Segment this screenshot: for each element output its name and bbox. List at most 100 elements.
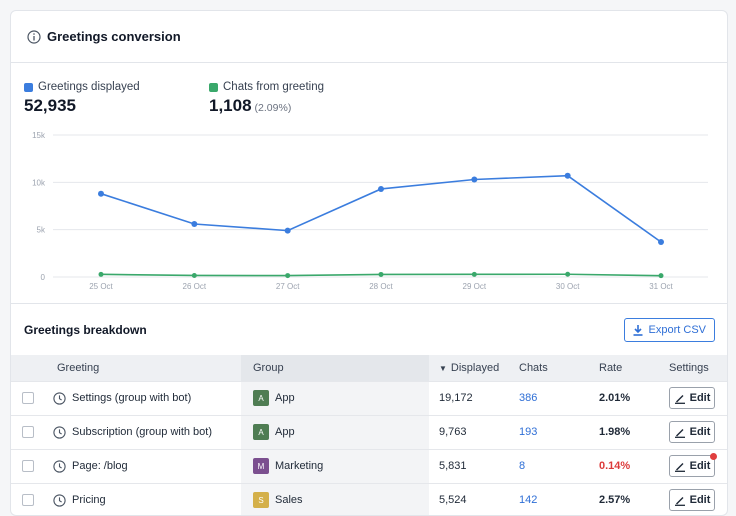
conversion-chart: 0 5k 10k 15k 25 Oct 26 Oct 27 Oct 28 Oct 29 Oct 3… bbox=[32, 131, 708, 291]
greeting-name[interactable]: Page: /blog bbox=[72, 460, 128, 472]
conversion-header: Greetings conversion bbox=[11, 11, 727, 63]
edit-button[interactable]: Edit bbox=[669, 387, 715, 409]
table-row: Subscription (group with bot) A App 9,763 19… bbox=[11, 414, 727, 449]
displayed-count: 5,524 bbox=[429, 482, 509, 515]
x-tick-label: 25 Oct bbox=[89, 282, 113, 291]
download-icon bbox=[633, 324, 643, 336]
data-point bbox=[284, 227, 291, 234]
row-checkbox[interactable] bbox=[22, 460, 34, 472]
chats-swatch bbox=[209, 82, 218, 92]
displayed-value: 52,935 bbox=[24, 96, 76, 115]
chats-percent: (2.09%) bbox=[254, 102, 292, 114]
column-greeting[interactable]: Greeting bbox=[53, 355, 241, 381]
group-name: App bbox=[275, 426, 295, 438]
chats-link[interactable]: 193 bbox=[519, 426, 538, 438]
edit-label: Edit bbox=[689, 392, 711, 404]
greetings-card: Greetings conversion Greetings displayed… bbox=[10, 10, 728, 516]
pencil-icon bbox=[674, 497, 685, 507]
group-name: App bbox=[275, 392, 295, 404]
group-badge: M bbox=[253, 458, 269, 474]
data-point bbox=[98, 190, 104, 197]
column-displayed[interactable]: ▼ Displayed bbox=[429, 355, 509, 381]
data-point bbox=[564, 172, 571, 179]
notification-dot bbox=[710, 453, 717, 460]
chart-legend: Greetings displayed 52,935 Chats from gr… bbox=[24, 81, 324, 116]
displayed-count: 19,172 bbox=[429, 380, 509, 415]
legend-displayed: Greetings displayed 52,935 bbox=[24, 81, 140, 116]
edit-label: Edit bbox=[689, 494, 711, 507]
clock-icon bbox=[53, 391, 66, 405]
column-settings: Settings bbox=[669, 355, 727, 381]
edit-label: Edit bbox=[689, 460, 711, 472]
edit-button[interactable]: Edit bbox=[669, 453, 717, 477]
data-point bbox=[191, 220, 198, 227]
greeting-name[interactable]: Pricing bbox=[72, 494, 106, 507]
row-checkbox[interactable] bbox=[22, 494, 34, 507]
table-row: Settings (group with bot) A App 19,172 386 2.… bbox=[11, 380, 727, 415]
edit-button[interactable]: Edit bbox=[669, 489, 715, 512]
x-tick-label: 28 Oct bbox=[369, 282, 393, 291]
data-point bbox=[378, 185, 384, 192]
x-tick-label: 30 Oct bbox=[556, 282, 580, 291]
chats-link[interactable]: 386 bbox=[519, 392, 538, 404]
table-row: Pricing S Sales 5,524 142 2.57% Edit bbox=[11, 482, 727, 515]
data-point bbox=[471, 271, 477, 277]
greeting-name[interactable]: Settings (group with bot) bbox=[72, 392, 192, 404]
select-header bbox=[11, 355, 53, 381]
group-badge: A bbox=[253, 424, 269, 440]
data-point bbox=[191, 272, 197, 278]
displayed-count: 9,763 bbox=[429, 414, 509, 449]
greeting-name[interactable]: Subscription (group with bot) bbox=[72, 426, 213, 438]
pencil-icon bbox=[674, 463, 685, 472]
edit-label: Edit bbox=[689, 426, 711, 438]
conversion-rate: 1.98% bbox=[599, 426, 631, 438]
conversion-title: Greetings conversion bbox=[47, 29, 181, 44]
data-point bbox=[285, 273, 291, 279]
row-checkbox[interactable] bbox=[22, 392, 34, 404]
pencil-icon bbox=[674, 395, 685, 404]
info-icon[interactable] bbox=[27, 29, 41, 44]
column-rate[interactable]: Rate bbox=[589, 355, 669, 381]
column-group[interactable]: Group bbox=[241, 355, 429, 381]
clock-icon bbox=[53, 494, 66, 507]
column-chats[interactable]: Chats bbox=[509, 355, 589, 381]
data-point bbox=[378, 271, 384, 277]
conversion-rate: 2.01% bbox=[599, 392, 631, 404]
legend-chats: Chats from greeting 1,108 (2.09%) bbox=[209, 81, 324, 116]
edit-button[interactable]: Edit bbox=[669, 421, 715, 443]
row-checkbox[interactable] bbox=[22, 426, 34, 438]
y-tick-label: 5k bbox=[37, 226, 46, 235]
chats-link[interactable]: 142 bbox=[519, 494, 538, 507]
x-tick-label: 26 Oct bbox=[183, 282, 207, 291]
group-name: Marketing bbox=[275, 460, 324, 472]
displayed-label: Greetings displayed bbox=[38, 81, 140, 93]
data-point bbox=[98, 271, 104, 277]
x-tick-label: 31 Oct bbox=[649, 282, 673, 291]
data-point bbox=[658, 238, 664, 245]
export-csv-button[interactable]: Export CSV bbox=[623, 318, 715, 342]
table-row: Page: /blog M Marketing 5,831 8 0.14% Edit bbox=[11, 448, 727, 483]
chats-link[interactable]: 8 bbox=[519, 460, 526, 472]
x-tick-label: 29 Oct bbox=[463, 282, 487, 291]
table-header-row: Greeting Group ▼ Displayed Chats Rate Set… bbox=[11, 355, 727, 381]
sort-desc-icon: ▼ bbox=[439, 363, 447, 373]
breakdown-title: Greetings breakdown bbox=[24, 322, 147, 337]
data-point bbox=[565, 271, 571, 277]
displayed-count: 5,831 bbox=[429, 448, 509, 483]
group-name: Sales bbox=[275, 494, 303, 507]
breakdown-header: Greetings breakdown Export CSV bbox=[11, 303, 727, 355]
clock-icon bbox=[53, 459, 66, 473]
data-point bbox=[471, 176, 478, 183]
y-tick-label: 10k bbox=[32, 178, 46, 187]
y-tick-label: 15k bbox=[32, 131, 46, 140]
series-line-displayed bbox=[100, 174, 662, 243]
chats-label: Chats from greeting bbox=[223, 81, 324, 93]
conversion-rate: 0.14% bbox=[599, 460, 631, 472]
pencil-icon bbox=[674, 429, 685, 438]
group-badge: A bbox=[253, 390, 269, 406]
group-badge: S bbox=[253, 492, 269, 509]
x-tick-label: 27 Oct bbox=[276, 282, 300, 291]
data-point bbox=[658, 273, 664, 279]
clock-icon bbox=[53, 425, 66, 439]
y-tick-label: 0 bbox=[41, 273, 46, 282]
